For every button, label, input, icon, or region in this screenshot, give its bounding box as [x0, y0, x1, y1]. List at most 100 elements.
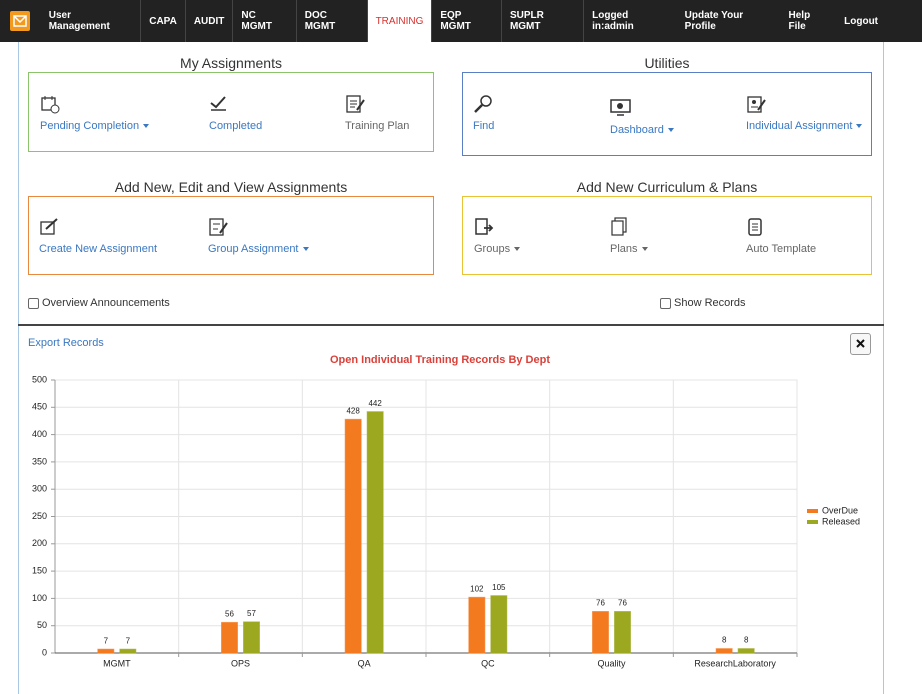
data-label: 57 [247, 609, 256, 618]
icon [210, 96, 226, 111]
panel-title: Add New Curriculum & Plans [576, 179, 758, 195]
panel: Create New Assignment Group Assignment [28, 196, 434, 275]
y-tick-label: 200 [32, 538, 47, 548]
icon [40, 218, 58, 235]
panel-item[interactable]: Group Assignment [208, 217, 309, 255]
panel: Groups Plans Auto Template [462, 196, 872, 275]
icon [209, 218, 228, 236]
x-tick-label: MGMT [103, 658, 131, 668]
panel-item[interactable]: Auto Template [746, 217, 816, 255]
panel-item[interactable]: Training Plan [345, 94, 409, 132]
icon [611, 217, 627, 236]
nav-item[interactable]: CAPA [141, 0, 186, 42]
y-tick-label: 300 [32, 484, 47, 494]
x-tick-label: OPS [231, 658, 250, 668]
y-tick-label: 50 [37, 620, 47, 630]
y-tick-label: 350 [32, 456, 47, 466]
data-label: 7 [104, 636, 109, 645]
user-link[interactable]: Help File [788, 10, 811, 32]
panel-title: My Assignments [180, 55, 282, 71]
panel-item[interactable]: Find [473, 94, 494, 132]
data-label: 76 [618, 599, 627, 608]
checkbox[interactable]: Overview Announcements [28, 297, 170, 309]
bar [614, 611, 631, 654]
nav-item[interactable]: EQP MGMT [432, 0, 502, 42]
data-label: 7 [126, 636, 131, 645]
legend-label: Released [822, 516, 860, 526]
bar [366, 411, 384, 654]
panel-item[interactable]: Plans [610, 217, 648, 255]
checkbox-label: Show Records [674, 297, 746, 309]
panel-item[interactable]: Pending Completion [40, 94, 150, 132]
item-label: Group Assignment [208, 243, 299, 255]
panel: Pending Completion Completed Training Pl… [28, 72, 434, 152]
nav-bar: User Management CAPA AUDIT NC MGMT DOC M… [0, 0, 922, 42]
data-label: 428 [346, 406, 360, 415]
item-label: Individual Assignment [746, 120, 853, 132]
x-tick-label: QC [481, 658, 495, 668]
bar [119, 648, 137, 654]
logo-icon [10, 11, 31, 31]
y-tick-label: 100 [32, 593, 47, 603]
data-label: 8 [744, 636, 749, 645]
panel: Find Dashboard Individual Assignment [462, 72, 872, 156]
icon [747, 96, 766, 113]
item-label: Pending Completion [40, 120, 140, 132]
bar [344, 418, 362, 654]
item-label: Plans [610, 243, 638, 255]
y-tick-label: 500 [32, 374, 47, 384]
item-label: Training Plan [345, 120, 410, 132]
bar [243, 621, 260, 654]
data-label: 102 [470, 584, 484, 593]
nav-item[interactable]: AUDIT [186, 0, 234, 42]
y-tick-label: 150 [32, 565, 47, 575]
y-tick-label: 0 [42, 647, 47, 657]
user-link[interactable]: Logout [844, 15, 879, 27]
divider [18, 324, 884, 326]
data-label: 8 [722, 636, 727, 645]
chart-title: Open Individual Training Records By Dept [330, 354, 550, 366]
bar [592, 611, 609, 654]
content-frame [18, 42, 884, 694]
bar [490, 595, 508, 654]
panel-item[interactable]: Dashboard [610, 98, 674, 136]
item-label: Completed [209, 120, 263, 132]
nav-item[interactable]: DOC MGMT [297, 0, 368, 42]
icon [475, 218, 494, 235]
data-label: 105 [492, 583, 506, 592]
close-button[interactable] [850, 333, 871, 355]
close-icon [856, 339, 865, 348]
y-tick-label: 400 [32, 429, 47, 439]
icon [41, 96, 60, 114]
icon [610, 99, 631, 116]
panel-item[interactable]: Create New Assignment [39, 217, 157, 255]
bar [715, 648, 733, 654]
nav-item[interactable]: TRAINING [367, 0, 433, 42]
icon [346, 95, 365, 113]
nav-item[interactable]: NC MGMT [233, 0, 297, 42]
panel-item[interactable]: Completed [209, 94, 262, 132]
item-label: Groups [474, 243, 511, 255]
nav-item[interactable]: SUPLR MGMT [502, 0, 585, 42]
user-status: Logged in:admin [592, 10, 634, 32]
nav-item[interactable]: User Management [41, 0, 142, 42]
panel-item[interactable]: Groups [474, 217, 521, 255]
logo[interactable] [0, 0, 41, 42]
bar [221, 621, 238, 654]
item-label: Create New Assignment [39, 243, 157, 255]
bar [468, 596, 486, 654]
bar [737, 648, 755, 654]
x-tick-label: ResearchLaboratory [694, 658, 776, 668]
user-menu: Logged in:admin Update Your Profile Help… [584, 0, 922, 42]
x-tick-label: Quality [597, 658, 626, 668]
user-link[interactable]: Update Your Profile [684, 10, 744, 32]
checkbox[interactable]: Show Records [660, 297, 746, 309]
export-link[interactable]: Export Records [28, 337, 104, 349]
panel-item[interactable]: Individual Assignment [746, 94, 863, 132]
data-label: 76 [596, 599, 605, 608]
bar [97, 648, 115, 654]
panel-title: Add New, Edit and View Assignments [114, 179, 348, 195]
x-tick-label: QA [358, 658, 371, 668]
item-label: Auto Template [746, 243, 817, 255]
checkbox-label: Overview Announcements [42, 297, 170, 309]
